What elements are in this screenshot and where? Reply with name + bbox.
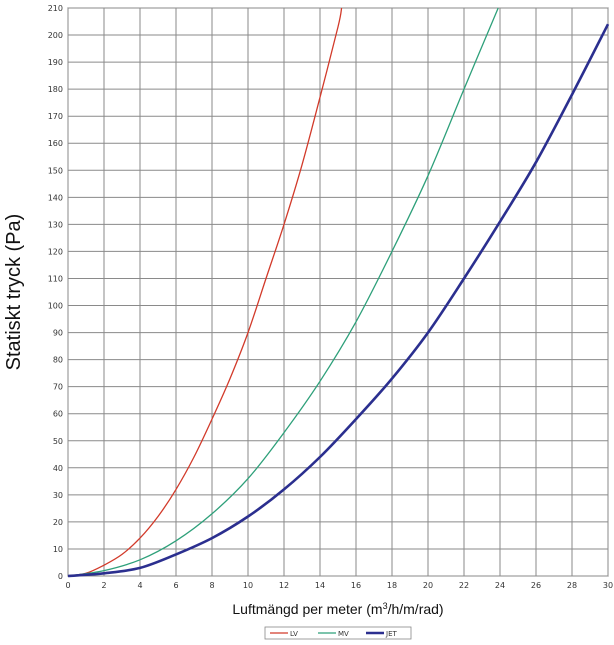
y-tick-label: 0 (58, 572, 63, 581)
x-axis-label-main: Luftmängd per meter (m (232, 601, 382, 617)
y-tick-label: 80 (53, 356, 63, 365)
y-tick-label: 90 (53, 329, 63, 338)
x-tick-label: 12 (279, 581, 289, 590)
y-tick-label: 40 (53, 464, 63, 473)
series-line-jet (67, 23, 610, 578)
x-tick-label: 22 (459, 581, 469, 590)
y-tick-label: 180 (48, 85, 63, 94)
x-tick-label: 24 (495, 581, 505, 590)
series-lines (67, 7, 610, 578)
legend-label-mv: MV (338, 630, 349, 638)
x-axis-label-tail: /h/m/rad) (388, 601, 444, 617)
y-tick-label: 100 (48, 302, 63, 311)
y-tick-label: 20 (53, 518, 63, 527)
legend-items: LV MV JET (270, 630, 397, 638)
grid (67, 7, 609, 577)
x-tick-label: 16 (351, 581, 361, 590)
y-tick-label: 10 (53, 545, 63, 554)
x-tick-label: 10 (243, 581, 253, 590)
x-tick-label: 0 (65, 581, 70, 590)
series-line-lv (67, 7, 343, 577)
legend-label-lv: LV (290, 630, 298, 638)
x-tick-label: 14 (315, 581, 325, 590)
x-tick-label: 4 (137, 581, 142, 590)
y-tick-label: 70 (53, 383, 63, 392)
x-tick-label: 20 (423, 581, 433, 590)
y-tick-label: 30 (53, 491, 63, 500)
y-tick-label: 200 (48, 31, 63, 40)
x-axis-label-superscript: 3 (383, 601, 388, 611)
series-line-mv (67, 7, 499, 577)
y-tick-label: 50 (53, 437, 63, 446)
y-tick-label: 60 (53, 410, 63, 419)
x-tick-label: 30 (603, 581, 613, 590)
y-tick-label: 130 (48, 220, 63, 229)
x-axis-label: Luftmängd per meter (m3/h/m/rad) (232, 601, 443, 617)
y-tick-labels: 0 10 20 30 40 50 60 70 80 90 100 110 120 130 140 150 160… (48, 4, 63, 581)
x-tick-labels: 0 2 4 6 8 10 12 14 16 18 20 22 24 26 28 30 (65, 581, 613, 590)
y-tick-label: 160 (48, 139, 63, 148)
y-tick-label: 170 (48, 112, 63, 121)
x-tick-label: 6 (173, 581, 178, 590)
y-tick-label: 110 (48, 274, 63, 283)
legend-box (264, 626, 412, 640)
y-tick-label: 140 (48, 193, 63, 202)
plot-area (67, 7, 609, 577)
y-axis-label: Statiskt tryck (Pa) (3, 214, 25, 371)
x-tick-label: 8 (209, 581, 214, 590)
y-tick-label: 150 (48, 166, 63, 175)
legend: LV MV JET (264, 626, 412, 640)
y-tick-label: 190 (48, 58, 63, 67)
y-tick-label: 120 (48, 247, 63, 256)
x-tick-label: 18 (387, 581, 397, 590)
y-tick-label: 210 (48, 4, 63, 13)
legend-label-jet: JET (385, 630, 397, 638)
x-tick-label: 26 (531, 581, 541, 590)
x-tick-label: 28 (567, 581, 577, 590)
x-tick-label: 2 (101, 581, 106, 590)
